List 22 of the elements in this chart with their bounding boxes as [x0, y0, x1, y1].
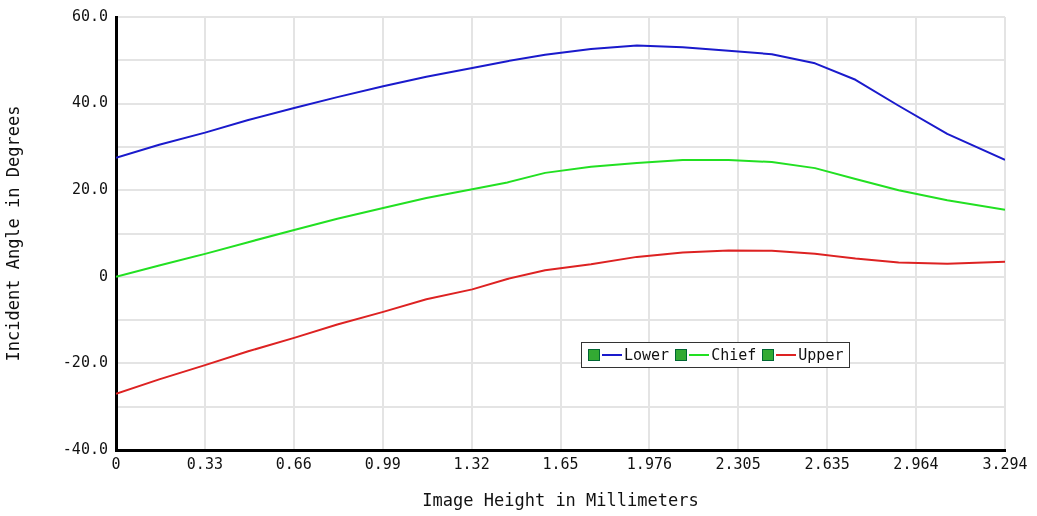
y-tick-label: 20.0 — [71, 180, 108, 199]
x-tick-label: 0 — [111, 454, 121, 473]
legend-label: Chief — [711, 346, 757, 364]
y-tick-label: -40.0 — [62, 439, 108, 458]
x-tick-label: 2.305 — [715, 454, 761, 473]
x-tick-label: 2.964 — [893, 454, 939, 473]
y-axis-title: Incident Angle in Degrees — [2, 105, 23, 362]
x-tick-label: 1.65 — [542, 454, 579, 473]
legend-label: Lower — [624, 346, 670, 364]
x-tick-label: 0.99 — [364, 454, 401, 473]
x-axis-title: Image Height in Millimeters — [422, 490, 699, 511]
y-tick-label: -20.0 — [62, 353, 108, 372]
x-tick-label: 0.33 — [186, 454, 223, 473]
y-tick-label: 60.0 — [71, 6, 108, 25]
y-tick-label: 0 — [98, 266, 108, 285]
x-tick-label: 2.635 — [804, 454, 850, 473]
x-tick-label: 1.976 — [626, 454, 672, 473]
y-tick-label: 40.0 — [71, 93, 108, 112]
x-tick-label: 0.66 — [275, 454, 312, 473]
legend-label: Upper — [798, 346, 844, 364]
x-tick-label: 3.294 — [982, 454, 1028, 473]
x-tick-label: 1.32 — [453, 454, 490, 473]
